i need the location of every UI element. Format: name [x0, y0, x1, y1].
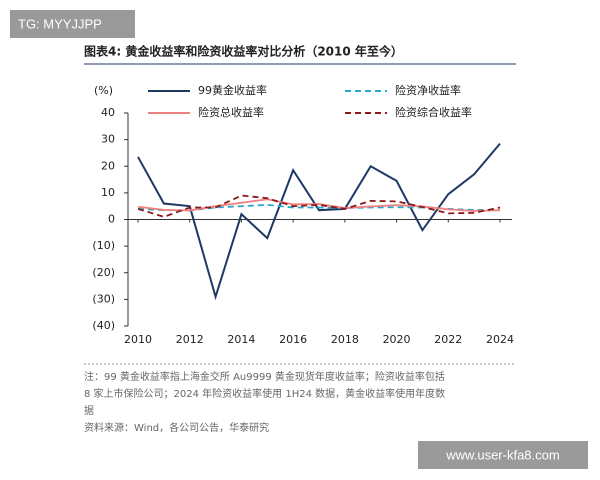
legend-label: 险资综合收益率: [395, 105, 472, 119]
x-tick-label: 2016: [279, 333, 307, 346]
x-tick-label: 2010: [124, 333, 152, 346]
legend-label: 99黄金收益率: [198, 83, 267, 97]
x-tick-label: 2018: [331, 333, 359, 346]
note: 8 家上市保险公司；2024 年险资收益率使用 1H24 数据，黄金收益率使用年…: [84, 387, 445, 400]
series-line: [137, 142, 501, 301]
y-tick-label: 0: [108, 213, 115, 226]
y-tick-label: 40: [101, 106, 115, 119]
y-axis-label: (%): [94, 84, 113, 97]
legend-label: 险资净收益率: [395, 83, 461, 97]
watermark: TG: MYYJJPP: [18, 16, 102, 31]
x-tick-label: 2024: [486, 333, 514, 346]
watermark-box: [10, 10, 135, 38]
x-tick-label: 2012: [176, 333, 204, 346]
x-tick-label: 2020: [383, 333, 411, 346]
watermark-box: [418, 441, 588, 469]
y-tick-label: (10): [92, 239, 115, 252]
y-tick-label: (20): [92, 266, 115, 279]
x-tick-label: 2022: [434, 333, 462, 346]
y-tick-label: 20: [101, 159, 115, 172]
y-tick-label: (40): [92, 319, 115, 332]
watermark: www.user-kfa8.com: [445, 447, 559, 462]
note: 注：99 黄金收益率指上海金交所 Au9999 黄金现货年度收益率；险资收益率包…: [84, 370, 445, 383]
series-line: [137, 198, 501, 212]
series-line: [137, 194, 501, 218]
chart-title: 图表4: 黄金收益率和险资收益率对比分析（2010 年至今）: [84, 44, 403, 59]
note: 据: [84, 404, 94, 417]
y-tick-label: (30): [92, 292, 115, 305]
y-tick-label: 10: [101, 186, 115, 199]
y-tick-label: 30: [101, 133, 115, 146]
x-tick-label: 2014: [227, 333, 255, 346]
legend-label: 险资总收益率: [198, 105, 264, 119]
note: 资料来源：Wind，各公司公告，华泰研究: [84, 421, 269, 434]
